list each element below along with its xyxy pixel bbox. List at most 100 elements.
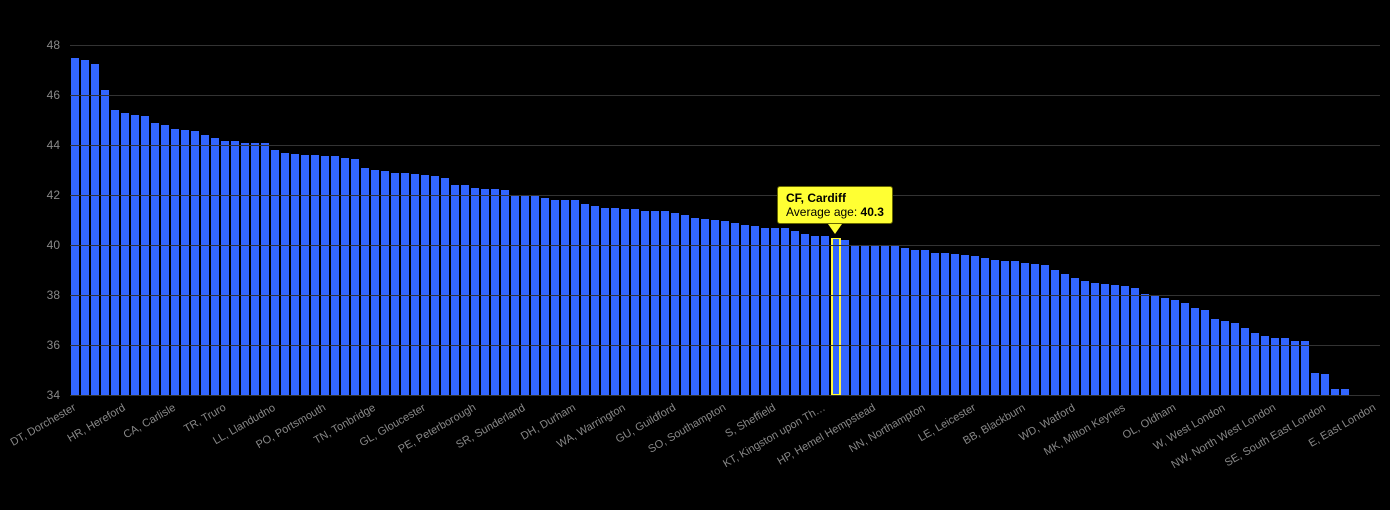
- bar[interactable]: [1041, 265, 1048, 395]
- bar[interactable]: [1051, 270, 1058, 395]
- bar[interactable]: [231, 141, 238, 395]
- bar[interactable]: [1111, 285, 1118, 395]
- bar[interactable]: [1031, 264, 1038, 395]
- bar[interactable]: [1101, 284, 1108, 395]
- bar[interactable]: [551, 200, 558, 395]
- bar[interactable]: [1251, 333, 1258, 396]
- bar[interactable]: [1321, 374, 1328, 395]
- bar[interactable]: [851, 245, 858, 395]
- bar[interactable]: [571, 200, 578, 395]
- bar[interactable]: [791, 231, 798, 395]
- bar[interactable]: [101, 90, 108, 395]
- bar[interactable]: [871, 245, 878, 395]
- bar[interactable]: [1081, 281, 1088, 395]
- bar[interactable]: [1271, 338, 1278, 396]
- bar[interactable]: [141, 116, 148, 395]
- bar[interactable]: [1311, 373, 1318, 396]
- bar[interactable]: [721, 221, 728, 395]
- bar[interactable]: [191, 131, 198, 395]
- bar[interactable]: [711, 220, 718, 395]
- bar[interactable]: [241, 143, 248, 396]
- bar[interactable]: [471, 188, 478, 396]
- bar[interactable]: [181, 130, 188, 395]
- bar[interactable]: [201, 135, 208, 395]
- bar[interactable]: [961, 255, 968, 395]
- bar[interactable]: [911, 250, 918, 395]
- bar[interactable]: [831, 238, 840, 396]
- bar[interactable]: [381, 171, 388, 395]
- bar[interactable]: [401, 173, 408, 396]
- bar[interactable]: [121, 113, 128, 396]
- bar[interactable]: [1241, 328, 1248, 396]
- bar[interactable]: [451, 185, 458, 395]
- bar[interactable]: [971, 256, 978, 395]
- bar[interactable]: [491, 189, 498, 395]
- bar[interactable]: [1021, 263, 1028, 396]
- bar[interactable]: [1281, 338, 1288, 396]
- bar[interactable]: [161, 125, 168, 395]
- bar[interactable]: [111, 110, 118, 395]
- bar[interactable]: [461, 185, 468, 395]
- bar[interactable]: [581, 204, 588, 395]
- bar[interactable]: [441, 178, 448, 396]
- bar[interactable]: [731, 223, 738, 396]
- bar[interactable]: [1211, 319, 1218, 395]
- bar[interactable]: [1201, 310, 1208, 395]
- bar[interactable]: [881, 245, 888, 395]
- bar[interactable]: [621, 209, 628, 395]
- bar[interactable]: [981, 258, 988, 396]
- bar[interactable]: [371, 170, 378, 395]
- bar[interactable]: [131, 115, 138, 395]
- bar[interactable]: [991, 260, 998, 395]
- bar[interactable]: [611, 208, 618, 396]
- bar[interactable]: [1191, 308, 1198, 396]
- bar[interactable]: [641, 211, 648, 395]
- bar[interactable]: [751, 226, 758, 395]
- bar[interactable]: [1171, 300, 1178, 395]
- bar[interactable]: [601, 208, 608, 396]
- bar[interactable]: [781, 228, 788, 396]
- bar[interactable]: [501, 190, 508, 395]
- bar[interactable]: [801, 234, 808, 395]
- bar[interactable]: [741, 225, 748, 395]
- bar[interactable]: [541, 198, 548, 396]
- bar[interactable]: [861, 245, 868, 395]
- bar[interactable]: [631, 209, 638, 395]
- bar[interactable]: [411, 174, 418, 395]
- bar[interactable]: [291, 154, 298, 395]
- bar[interactable]: [1001, 261, 1008, 395]
- bar[interactable]: [341, 158, 348, 396]
- bar[interactable]: [1301, 341, 1308, 395]
- bar[interactable]: [261, 143, 268, 396]
- bar[interactable]: [321, 156, 328, 395]
- bar[interactable]: [591, 206, 598, 395]
- bar[interactable]: [951, 254, 958, 395]
- bar[interactable]: [821, 236, 828, 395]
- bar[interactable]: [251, 143, 258, 396]
- bar[interactable]: [681, 215, 688, 395]
- bar[interactable]: [1091, 283, 1098, 396]
- bar[interactable]: [431, 176, 438, 395]
- bar[interactable]: [1121, 286, 1128, 395]
- bar[interactable]: [1291, 341, 1298, 395]
- bar[interactable]: [931, 253, 938, 396]
- bar[interactable]: [221, 141, 228, 395]
- bar[interactable]: [661, 211, 668, 395]
- bar[interactable]: [481, 189, 488, 395]
- bar[interactable]: [311, 155, 318, 395]
- bar[interactable]: [271, 150, 278, 395]
- bar[interactable]: [561, 200, 568, 395]
- bar[interactable]: [1221, 321, 1228, 395]
- bar[interactable]: [841, 240, 848, 395]
- bar[interactable]: [361, 168, 368, 396]
- bar[interactable]: [151, 123, 158, 396]
- bar[interactable]: [1011, 261, 1018, 395]
- bar[interactable]: [891, 246, 898, 395]
- bar[interactable]: [171, 129, 178, 395]
- bar[interactable]: [901, 248, 908, 396]
- bar[interactable]: [1181, 303, 1188, 396]
- bar[interactable]: [1061, 274, 1068, 395]
- bar[interactable]: [921, 250, 928, 395]
- bar[interactable]: [331, 156, 338, 395]
- bar[interactable]: [1131, 288, 1138, 396]
